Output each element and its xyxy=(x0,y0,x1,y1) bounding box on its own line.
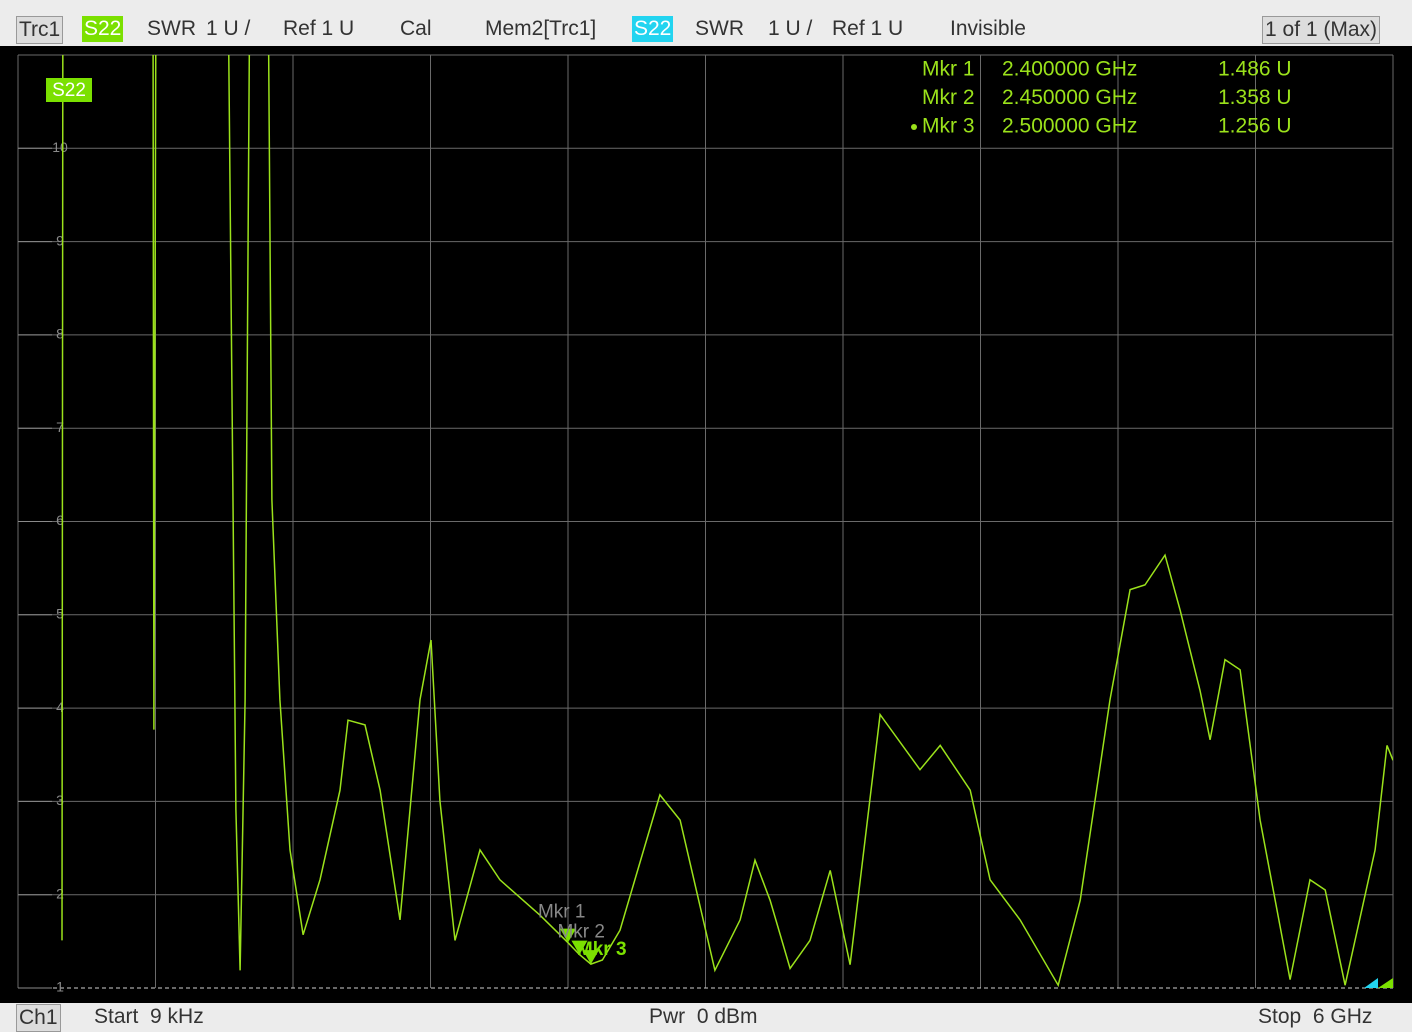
mem-param[interactable]: S22 xyxy=(632,16,674,42)
trace-badge-bg xyxy=(46,78,92,102)
marker-triangle xyxy=(571,940,588,955)
format[interactable]: SWR xyxy=(147,17,196,40)
mem-scale[interactable]: 1 U / xyxy=(768,17,813,40)
marker-label: Mkr 1 xyxy=(538,902,586,923)
ref[interactable]: Ref 1 U xyxy=(283,17,355,40)
y-tick-label: 6 xyxy=(56,512,64,528)
marker-x: 2.500000 GHz xyxy=(1002,115,1137,138)
cal[interactable]: Cal xyxy=(400,17,432,40)
marker-name: Mkr 2 xyxy=(922,86,975,109)
y-tick-label: 7 xyxy=(56,419,64,435)
trace-name[interactable]: Trc1 xyxy=(16,16,64,44)
header-bar: Trc1 S22 SWR 1 U / Ref 1 U Cal Mem2[Trc1… xyxy=(0,0,1412,46)
y-tick-label: 2 xyxy=(56,885,64,901)
trace-line xyxy=(61,55,1393,988)
y-tick-label: 4 xyxy=(56,699,64,715)
mem-ref[interactable]: Ref 1 U xyxy=(832,17,904,40)
chart: 1 2 3 4 5 6 7 8 9 10 S22 Mkr 1 Mkr 1 2.400000 GHz 1.48… xyxy=(17,54,1394,995)
y-tick-label: 5 xyxy=(56,606,64,622)
page-indicator[interactable]: 1 of 1 (Max) xyxy=(1262,16,1381,44)
marker-value: 1.358 U xyxy=(1218,86,1292,109)
marker-name: Mkr 1 xyxy=(922,58,975,81)
footer-bar: Ch1 Start 9 kHz Pwr 0 dBm Stop 6 GHz xyxy=(0,1003,1412,1032)
y-tick-label: 10 xyxy=(52,139,68,155)
param[interactable]: S22 xyxy=(82,16,124,42)
mem-format[interactable]: SWR xyxy=(695,17,744,40)
power[interactable]: Pwr 0 dBm xyxy=(649,1005,758,1028)
start[interactable]: Start 9 kHz xyxy=(94,1005,204,1028)
marker-triangle xyxy=(582,950,599,965)
marker-value: 1.486 U xyxy=(1218,58,1292,81)
mem-trace[interactable]: Mem2[Trc1] xyxy=(485,17,597,40)
stop[interactable]: Stop 6 GHz xyxy=(1258,1005,1373,1028)
y-tick-label: 3 xyxy=(56,792,64,808)
channel[interactable]: Ch1 xyxy=(16,1004,61,1032)
mem-indicator xyxy=(1364,978,1378,988)
scale[interactable]: 1 U / xyxy=(206,17,251,40)
marker-value: 1.256 U xyxy=(1218,115,1292,138)
marker-triangle xyxy=(559,928,576,943)
marker-x: 2.450000 GHz xyxy=(1002,86,1137,109)
trace-badge: S22 xyxy=(52,80,86,101)
marker-name: Mkr 3 xyxy=(922,115,975,138)
y-tick-label: 1 xyxy=(56,979,64,995)
mem-state[interactable]: Invisible xyxy=(950,17,1026,40)
y-tick-label: 8 xyxy=(56,326,64,342)
marker-label: Mkr 2 xyxy=(557,922,605,943)
active-marker-dot xyxy=(911,124,917,130)
marker-x: 2.400000 GHz xyxy=(1002,58,1137,81)
trc-indicator xyxy=(1378,978,1393,988)
marker-label: Mkr 3 xyxy=(577,939,627,960)
y-tick-label: 9 xyxy=(56,232,64,248)
traces xyxy=(61,55,1393,988)
